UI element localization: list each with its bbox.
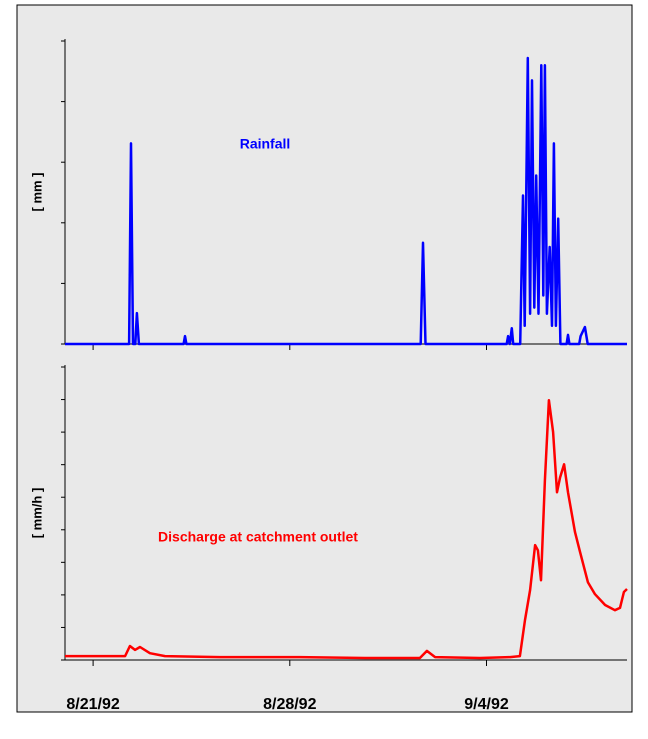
- annotation: Discharge at catchment outlet: [158, 529, 358, 545]
- x-tick-label: 8/21/92: [66, 696, 119, 713]
- x-tick-label: 9/4/92: [464, 696, 509, 713]
- y-axis-label: [ mm ]: [29, 173, 44, 212]
- series-line: [65, 398, 628, 660]
- annotation: Rainfall: [240, 136, 291, 152]
- series-line: [65, 56, 627, 346]
- x-tick-label: 8/28/92: [263, 696, 316, 713]
- y-axis-label: [ mm/h ]: [29, 488, 44, 539]
